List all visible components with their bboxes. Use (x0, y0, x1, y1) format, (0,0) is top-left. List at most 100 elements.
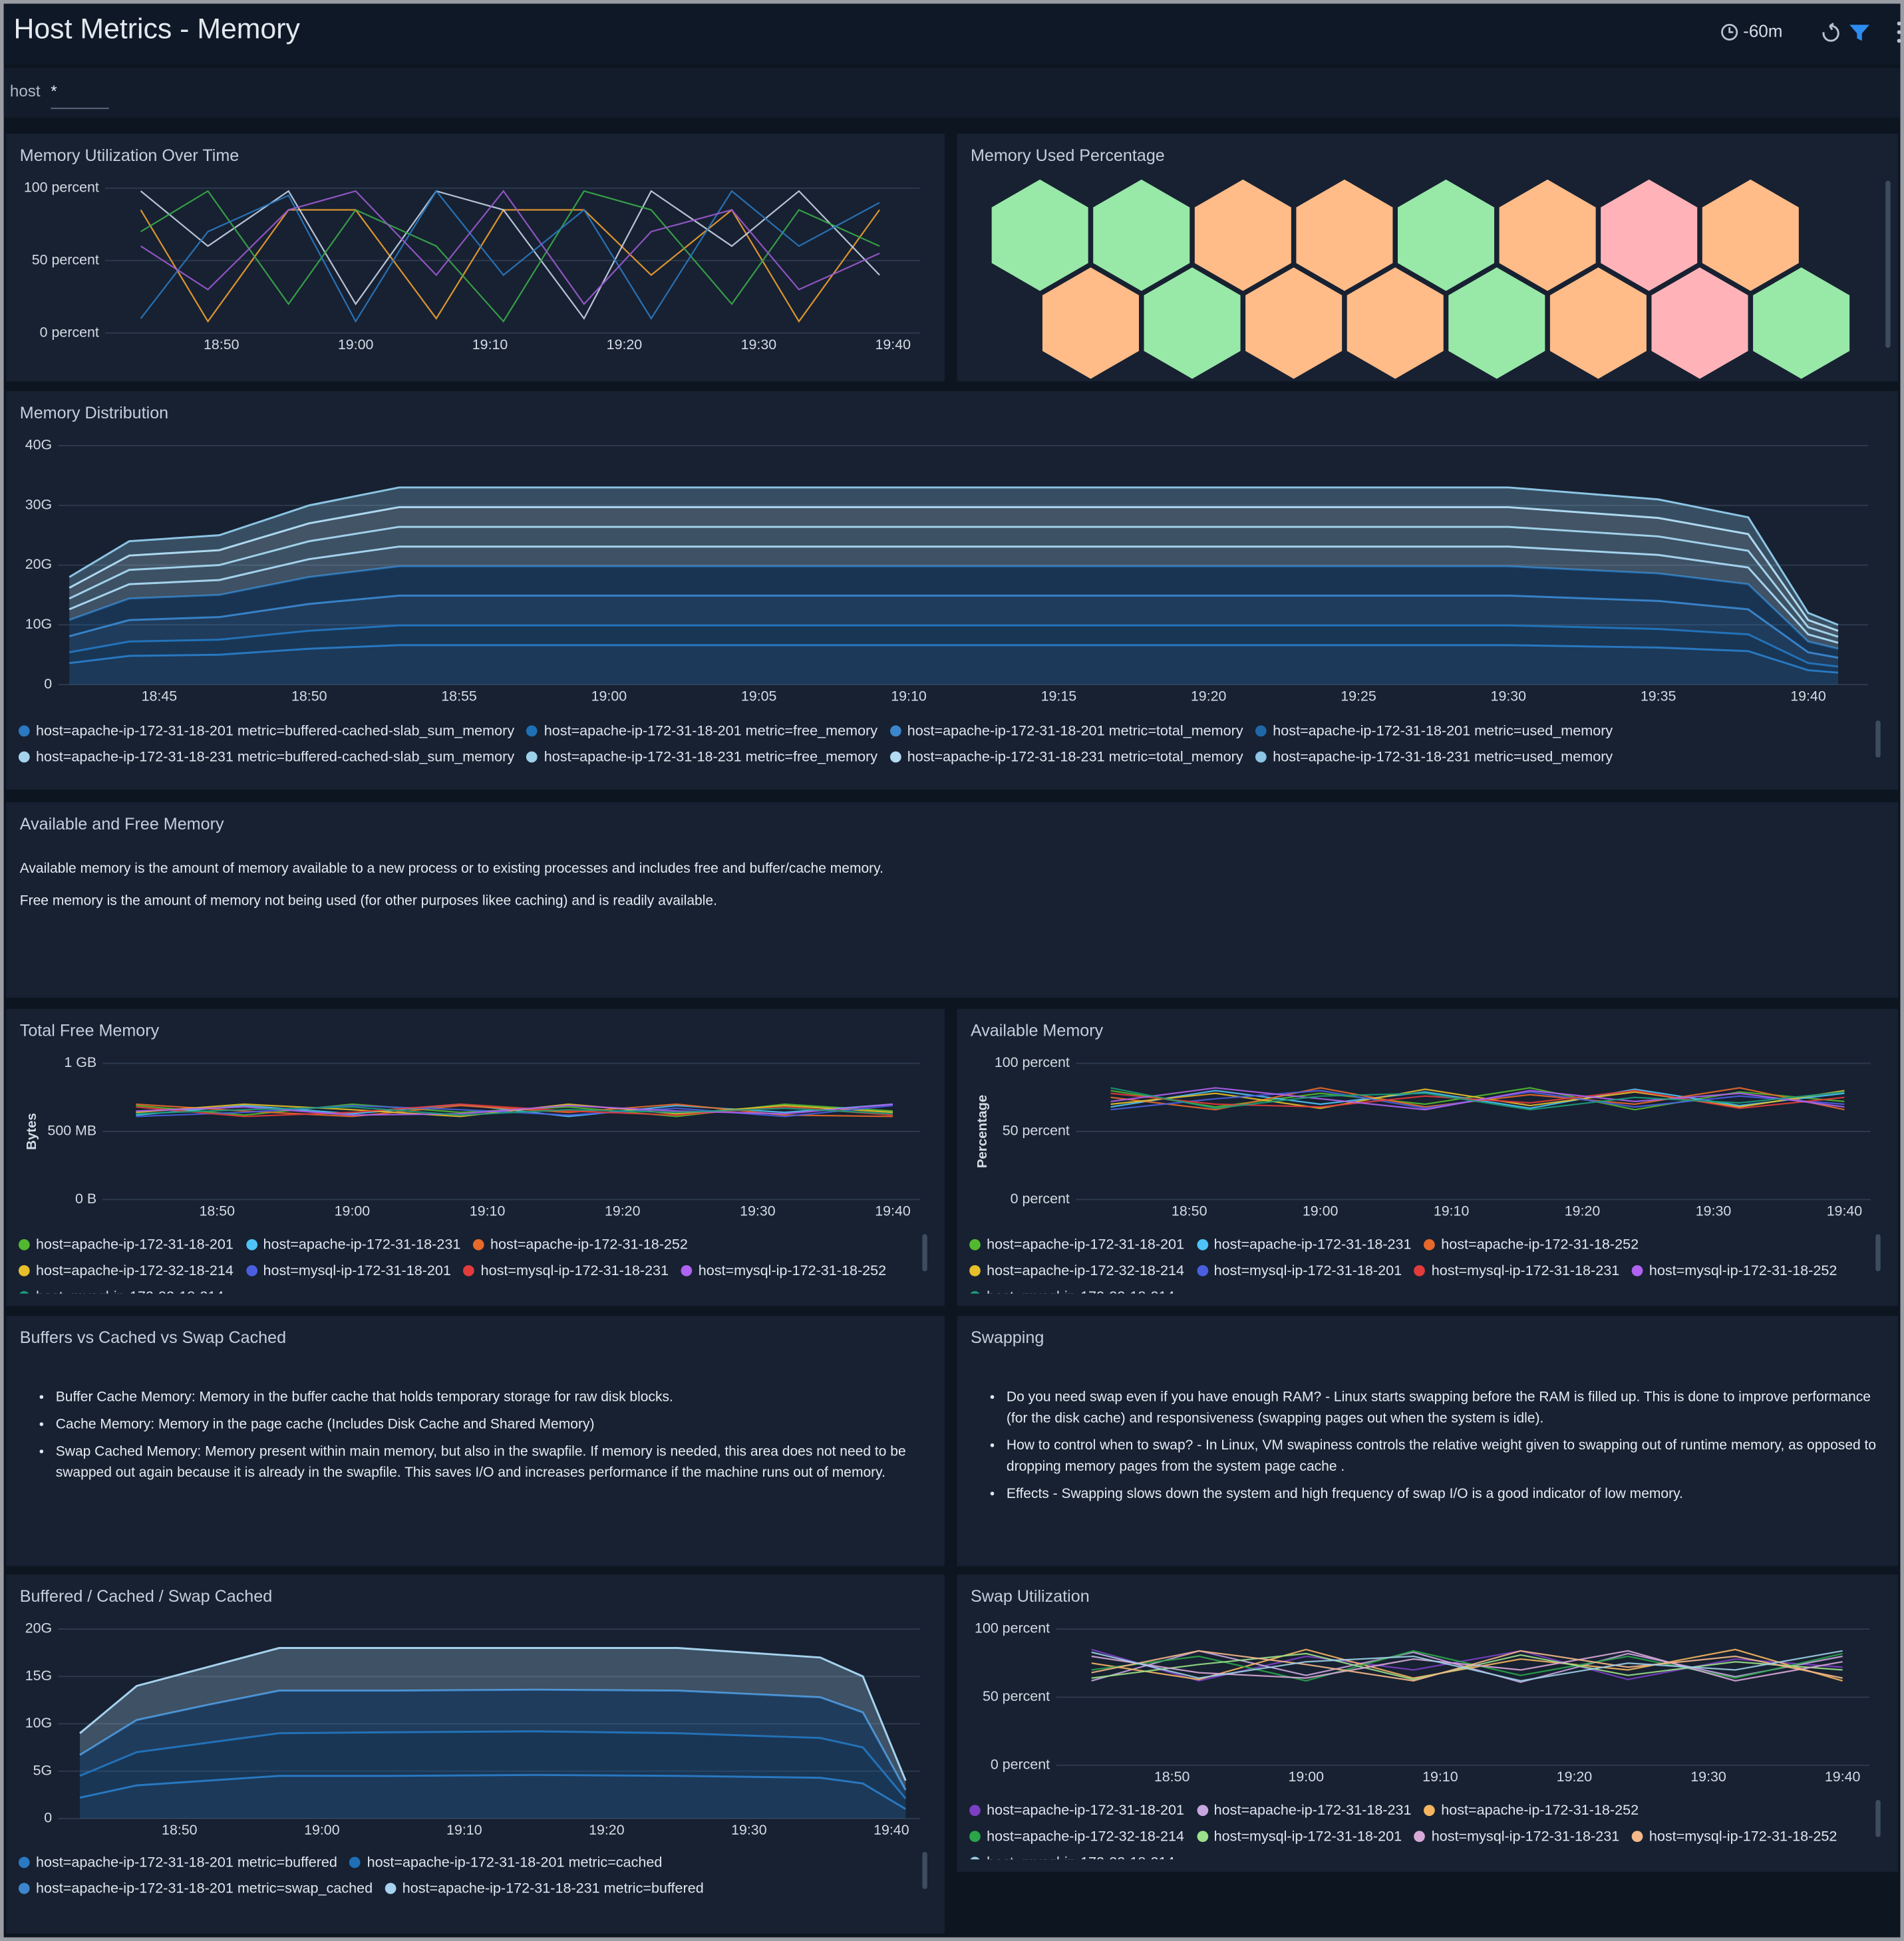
honeycomb-cell[interactable] (1601, 179, 1698, 291)
legend-label[interactable]: host=apache-ip-172-31-18-231 metric=free… (544, 748, 878, 766)
scrollbar[interactable] (1875, 1234, 1881, 1272)
legend-item[interactable]: host=mysql-ip-172-31-18-252 (1631, 1260, 1837, 1281)
honeycomb-cell[interactable] (1448, 267, 1545, 379)
legend-item[interactable]: host=apache-ip-172-31-18-201 (969, 1234, 1184, 1255)
legend-item[interactable]: host=apache-ip-172-31-18-252 (1424, 1234, 1639, 1255)
legend-label[interactable]: host=apache-ip-172-31-18-231 (263, 1237, 461, 1253)
legend-label[interactable]: host=apache-ip-172-31-18-201 (987, 1802, 1185, 1819)
legend-label[interactable]: host=mysql-ip-172-31-18-252 (1649, 1828, 1837, 1845)
honeycomb-cell[interactable] (1042, 267, 1139, 379)
legend-label[interactable]: host=mysql-ip-172-32-18-214 (36, 1288, 224, 1293)
legend-item[interactable]: host=apache-ip-172-31-18-231 (1196, 1800, 1412, 1821)
legend-item[interactable]: host=mysql-ip-172-31-18-201 (1196, 1260, 1402, 1281)
legend-item[interactable]: host=apache-ip-172-31-18-231 (245, 1234, 460, 1255)
filter-input[interactable]: * (51, 82, 109, 109)
legend-item[interactable]: host=mysql-ip-172-31-18-231 (1414, 1260, 1620, 1281)
honeycomb-cell[interactable] (991, 179, 1088, 291)
legend-label[interactable]: host=apache-ip-172-31-18-201 metric=tota… (907, 722, 1243, 740)
honeycomb-cell[interactable] (1194, 179, 1291, 291)
legend-label[interactable]: host=apache-ip-172-32-18-214 (987, 1263, 1185, 1279)
legend-item[interactable]: host=apache-ip-172-31-18-231 metric=free… (526, 746, 878, 768)
legend-label[interactable]: host=mysql-ip-172-31-18-231 (1431, 1828, 1620, 1845)
legend-label[interactable]: host=apache-ip-172-31-18-201 (35, 1237, 234, 1253)
legend-label[interactable]: host=apache-ip-172-32-18-214 (35, 1263, 234, 1279)
header: Host Metrics - Memory -60m (3, 3, 1901, 65)
honeycomb-cell[interactable] (1144, 267, 1241, 379)
time-range[interactable]: -60m (1743, 21, 1782, 41)
legend-item[interactable]: host=apache-ip-172-31-18-231 metric=tota… (889, 746, 1243, 768)
honeycomb-cell[interactable] (1245, 267, 1343, 379)
honeycomb-cell[interactable] (1296, 179, 1393, 291)
time-range-button[interactable]: -60m (1721, 21, 1783, 41)
refresh-button[interactable] (1822, 23, 1839, 42)
legend-item[interactable]: host=apache-ip-172-31-18-201 metric=cach… (349, 1852, 663, 1873)
legend-item[interactable]: host=apache-ip-172-31-18-201 metric=free… (526, 720, 878, 742)
legend-label[interactable]: host=mysql-ip-172-31-18-201 (1213, 1828, 1402, 1845)
legend-label[interactable]: host=apache-ip-172-31-18-252 (1441, 1237, 1639, 1253)
legend-label[interactable]: host=apache-ip-172-31-18-201 (987, 1237, 1185, 1253)
honeycomb-cell[interactable] (1702, 179, 1799, 291)
legend-label[interactable]: host=apache-ip-172-31-18-231 metric=tota… (907, 748, 1243, 766)
legend-item[interactable]: host=apache-ip-172-31-18-231 metric=buff… (18, 746, 515, 768)
legend-label[interactable]: host=mysql-ip-172-32-18-214 (987, 1855, 1174, 1859)
legend-label[interactable]: host=apache-ip-172-31-18-201 metric=cach… (367, 1854, 663, 1870)
legend-label[interactable]: host=apache-ip-172-31-18-252 (1441, 1802, 1639, 1819)
legend-item[interactable]: host=apache-ip-172-31-18-252 (472, 1234, 688, 1255)
legend-item[interactable]: host=apache-ip-172-31-18-201 metric=swap… (18, 1878, 373, 1899)
legend-label[interactable]: host=mysql-ip-172-31-18-201 (1213, 1263, 1402, 1279)
legend-label[interactable]: host=apache-ip-172-31-18-201 metric=free… (544, 722, 878, 740)
scrollbar[interactable] (1875, 1799, 1881, 1837)
legend-label[interactable]: host=apache-ip-172-32-18-214 (987, 1828, 1185, 1845)
legend-label[interactable]: host=apache-ip-172-31-18-201 metric=buff… (35, 722, 515, 740)
legend-item[interactable]: host=mysql-ip-172-32-18-214 (969, 1852, 1175, 1860)
legend-item[interactable]: host=apache-ip-172-32-18-214 (969, 1826, 1184, 1847)
more-menu[interactable] (1897, 21, 1901, 43)
honeycomb-cell[interactable] (1753, 267, 1850, 379)
honeycomb-cell[interactable] (1093, 179, 1190, 291)
legend-item[interactable]: host=mysql-ip-172-31-18-201 (1196, 1826, 1402, 1847)
scrollbar[interactable] (922, 1234, 927, 1272)
legend-label[interactable]: host=apache-ip-172-31-18-231 (1213, 1237, 1412, 1253)
legend-label[interactable]: host=apache-ip-172-31-18-201 metric=swap… (35, 1880, 373, 1897)
legend-item[interactable]: host=mysql-ip-172-31-18-252 (1631, 1826, 1837, 1847)
legend-label[interactable]: host=mysql-ip-172-31-18-252 (1649, 1263, 1837, 1279)
legend-label[interactable]: host=mysql-ip-172-31-18-201 (263, 1263, 451, 1279)
legend-item[interactable]: host=apache-ip-172-32-18-214 (969, 1260, 1184, 1281)
legend-label[interactable]: host=apache-ip-172-31-18-201 metric=used… (1273, 722, 1613, 740)
scrollbar[interactable] (922, 1852, 927, 1889)
legend-label[interactable]: host=apache-ip-172-31-18-231 metric=buff… (35, 748, 515, 766)
legend-item[interactable]: host=mysql-ip-172-31-18-231 (463, 1260, 669, 1281)
legend-item[interactable]: host=apache-ip-172-31-18-201 metric=buff… (18, 720, 515, 742)
legend-item[interactable]: host=mysql-ip-172-32-18-214 (969, 1286, 1175, 1294)
legend-label[interactable]: host=apache-ip-172-31-18-231 metric=used… (1273, 748, 1613, 766)
honeycomb-cell[interactable] (1499, 179, 1596, 291)
legend-item[interactable]: host=mysql-ip-172-31-18-201 (245, 1260, 451, 1281)
scrollbar[interactable] (1875, 720, 1881, 758)
legend-item[interactable]: host=apache-ip-172-31-18-252 (1424, 1800, 1639, 1821)
legend-label[interactable]: host=mysql-ip-172-32-18-214 (987, 1288, 1174, 1293)
filter-button[interactable] (1849, 25, 1869, 41)
legend-label[interactable]: host=mysql-ip-172-31-18-252 (698, 1263, 887, 1279)
legend-label[interactable]: host=mysql-ip-172-31-18-231 (480, 1263, 669, 1279)
legend-label[interactable]: host=apache-ip-172-31-18-252 (490, 1237, 688, 1253)
honeycomb-cell[interactable] (1651, 267, 1748, 379)
legend-item[interactable]: host=apache-ip-172-31-18-201 metric=buff… (18, 1852, 337, 1873)
legend-item[interactable]: host=apache-ip-172-31-18-201 metric=used… (1255, 720, 1613, 742)
legend-label[interactable]: host=apache-ip-172-31-18-201 metric=buff… (35, 1854, 337, 1870)
legend-label[interactable]: host=mysql-ip-172-31-18-231 (1431, 1263, 1620, 1279)
legend-item[interactable]: host=apache-ip-172-31-18-201 (969, 1800, 1184, 1821)
legend-item[interactable]: host=mysql-ip-172-32-18-214 (18, 1286, 224, 1294)
legend-label[interactable]: host=apache-ip-172-31-18-231 metric=buff… (402, 1880, 704, 1897)
legend-item[interactable]: host=apache-ip-172-31-18-201 (18, 1234, 234, 1255)
legend-item[interactable]: host=apache-ip-172-32-18-214 (18, 1260, 234, 1281)
honeycomb-cell[interactable] (1347, 267, 1444, 379)
honeycomb-cell[interactable] (1398, 179, 1495, 291)
legend-item[interactable]: host=apache-ip-172-31-18-231 metric=used… (1255, 746, 1613, 768)
legend-item[interactable]: host=apache-ip-172-31-18-231 metric=buff… (385, 1878, 704, 1899)
legend-label[interactable]: host=apache-ip-172-31-18-231 (1213, 1802, 1412, 1819)
legend-item[interactable]: host=apache-ip-172-31-18-231 (1196, 1234, 1412, 1255)
legend-item[interactable]: host=mysql-ip-172-31-18-231 (1414, 1826, 1620, 1847)
legend-item[interactable]: host=mysql-ip-172-31-18-252 (681, 1260, 887, 1281)
honeycomb-cell[interactable] (1549, 267, 1647, 379)
legend-item[interactable]: host=apache-ip-172-31-18-201 metric=tota… (889, 720, 1243, 742)
